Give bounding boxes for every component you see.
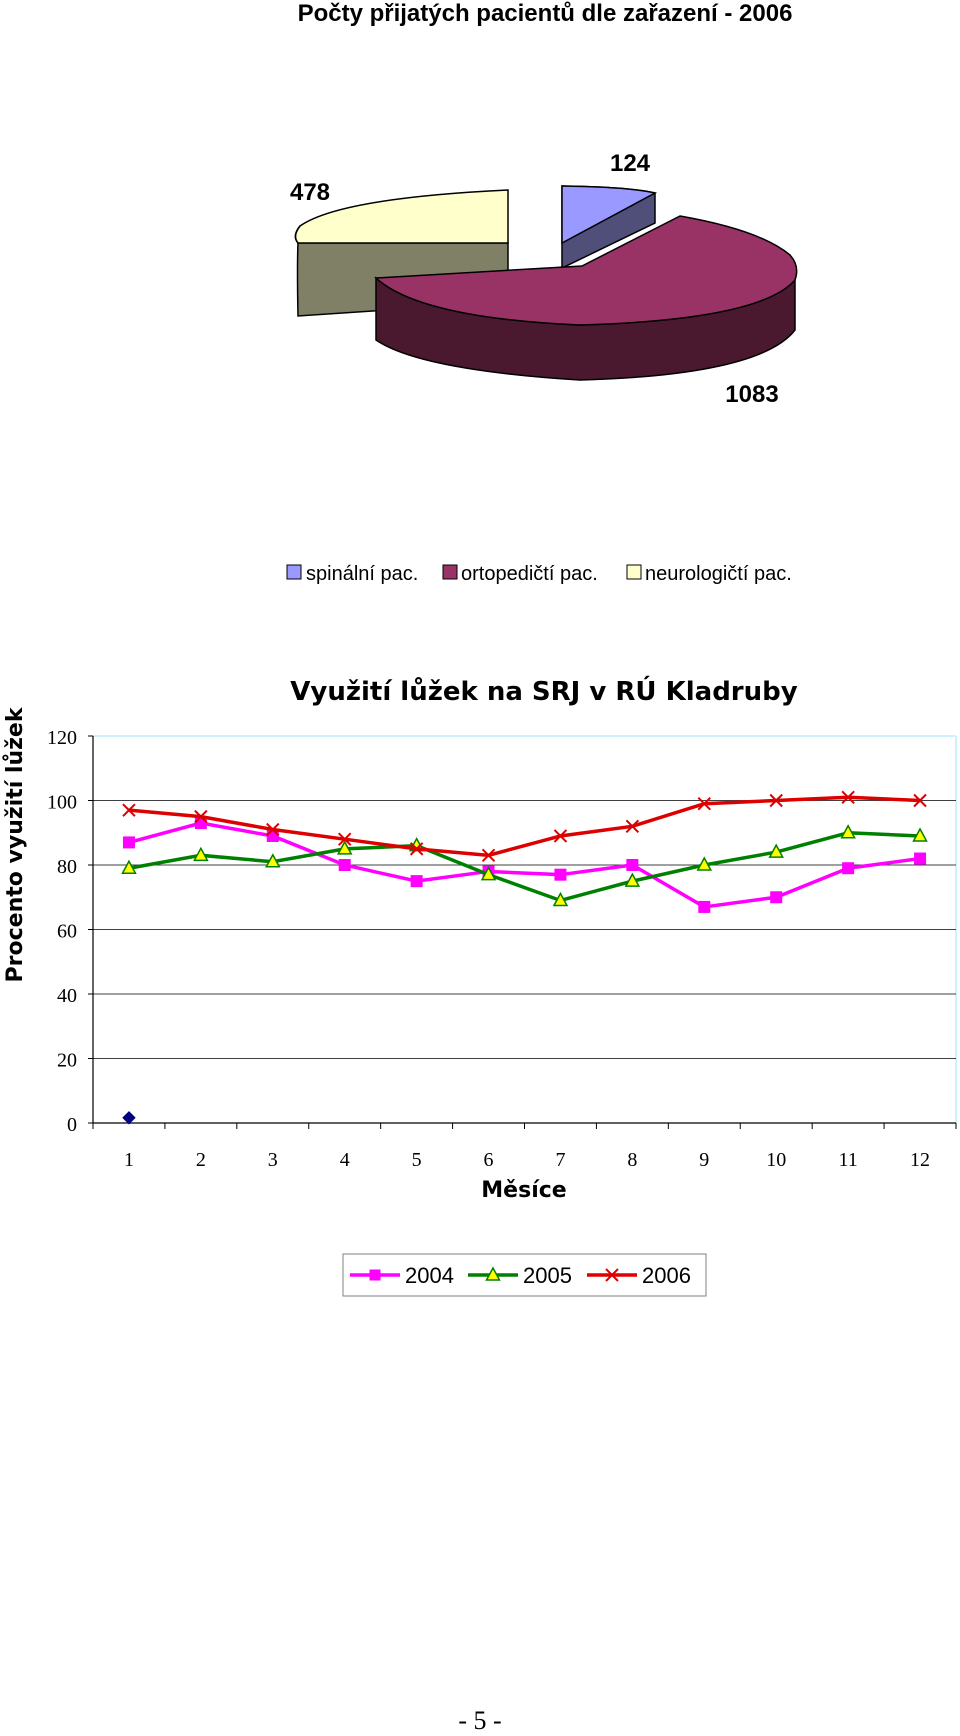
data-point-2006 bbox=[553, 829, 568, 843]
x-tick-label: 2 bbox=[196, 1149, 206, 1171]
line-legend-box bbox=[342, 1253, 707, 1297]
data-point-2006 bbox=[266, 822, 280, 837]
pie-legend: spinální pac. ortopedičtí pac. neurologi… bbox=[286, 563, 792, 585]
data-point-2004 bbox=[914, 852, 927, 865]
legend-swatch-orthopedic bbox=[442, 564, 458, 580]
pie-label-orthopedic: 1083 bbox=[725, 381, 778, 408]
data-point-2005 bbox=[265, 853, 281, 868]
x-tick-label: 8 bbox=[627, 1149, 637, 1171]
data-point-2005 bbox=[336, 840, 353, 855]
data-point-2006 bbox=[481, 848, 496, 863]
x-tick-label: 11 bbox=[838, 1149, 857, 1171]
data-point-2006 bbox=[122, 803, 136, 817]
data-point-2006 bbox=[409, 842, 424, 856]
x-tick-label: 5 bbox=[412, 1149, 422, 1171]
data-point-2005 bbox=[480, 866, 497, 881]
data-point-2006 bbox=[769, 793, 783, 808]
x-tick-label: 6 bbox=[484, 1149, 494, 1171]
legend-label-2005: 2005 bbox=[523, 1263, 572, 1288]
data-point-2005 bbox=[552, 891, 569, 907]
data-point-extra bbox=[122, 1111, 136, 1125]
data-point-2005 bbox=[912, 827, 928, 842]
legend-marker-2004 bbox=[369, 1269, 381, 1281]
y-tick-label: 80 bbox=[57, 856, 77, 878]
legend-label-2006: 2006 bbox=[642, 1263, 691, 1288]
pie-title: Počty přijatých pacientů dle zařazení - … bbox=[298, 0, 793, 27]
legend-label-neurological: neurologičtí pac. bbox=[645, 563, 792, 585]
y-tick-label: 40 bbox=[57, 985, 77, 1007]
legend-label-orthopedic: ortopedičtí pac. bbox=[461, 563, 598, 585]
x-tick-label: 7 bbox=[555, 1149, 565, 1171]
data-point-2005 bbox=[696, 856, 713, 871]
page-number: - 5 - bbox=[458, 1706, 502, 1735]
pie-slice-orthopedic bbox=[374, 215, 798, 381]
pie-chart: Počty přijatých pacientů dle zařazení - … bbox=[286, 0, 798, 585]
data-point-2005 bbox=[624, 872, 641, 887]
data-point-2005 bbox=[193, 846, 209, 862]
y-tick-label: 20 bbox=[57, 1050, 77, 1072]
x-tick-label: 4 bbox=[340, 1149, 350, 1171]
data-point-2005 bbox=[121, 859, 137, 874]
data-point-2006 bbox=[338, 832, 352, 846]
y-axis-label: Procento využití lůžek bbox=[3, 706, 28, 982]
data-point-2006 bbox=[697, 797, 711, 811]
data-point-2004 bbox=[626, 859, 639, 871]
series-line-2006 bbox=[128, 795, 921, 858]
data-point-2006 bbox=[913, 793, 927, 808]
y-tick-label: 100 bbox=[47, 792, 77, 814]
legend-marker-2005 bbox=[485, 1266, 501, 1281]
y-tick-label: 120 bbox=[47, 727, 77, 749]
pie-label-spinal: 124 bbox=[610, 150, 651, 177]
data-point-2005 bbox=[768, 843, 784, 858]
data-point-2006 bbox=[841, 790, 855, 804]
data-point-2004 bbox=[338, 859, 351, 871]
data-point-2005 bbox=[840, 824, 856, 839]
x-axis-label: Měsíce bbox=[481, 1178, 566, 1203]
x-tick-label: 1 bbox=[124, 1149, 134, 1171]
legend-label-spinal: spinální pac. bbox=[306, 563, 418, 585]
series-line-2005 bbox=[128, 830, 921, 903]
legend-label-2004: 2004 bbox=[405, 1263, 454, 1288]
pie-slice-spinal bbox=[561, 185, 658, 270]
legend-swatch-spinal bbox=[286, 564, 302, 580]
data-point-2004 bbox=[122, 836, 135, 849]
line-chart: Využití lůžek na SRJ v RÚ Kladruby Proce… bbox=[3, 675, 957, 1297]
data-point-2004 bbox=[554, 868, 567, 881]
x-tick-label: 10 bbox=[766, 1149, 786, 1171]
pie-label-neurological: 478 bbox=[290, 179, 330, 206]
y-tick-label: 0 bbox=[67, 1114, 77, 1136]
x-tick-label: 12 bbox=[910, 1149, 930, 1171]
data-point-2004 bbox=[842, 862, 855, 875]
line-legend: 2004 2005 2006 bbox=[342, 1253, 707, 1297]
legend-marker-2006 bbox=[605, 1268, 619, 1282]
series-line-2004 bbox=[128, 821, 921, 909]
data-point-2004 bbox=[698, 900, 711, 913]
line-title: Využití lůžek na SRJ v RÚ Kladruby bbox=[290, 675, 797, 707]
y-tick-label: 60 bbox=[57, 921, 77, 943]
data-point-2006 bbox=[625, 819, 640, 834]
data-point-2006 bbox=[194, 809, 208, 824]
data-point-2004 bbox=[410, 875, 423, 888]
x-tick-label: 9 bbox=[699, 1149, 709, 1171]
data-point-2004 bbox=[770, 891, 783, 904]
x-tick-label: 3 bbox=[268, 1149, 278, 1171]
legend-swatch-neurological bbox=[626, 564, 642, 580]
